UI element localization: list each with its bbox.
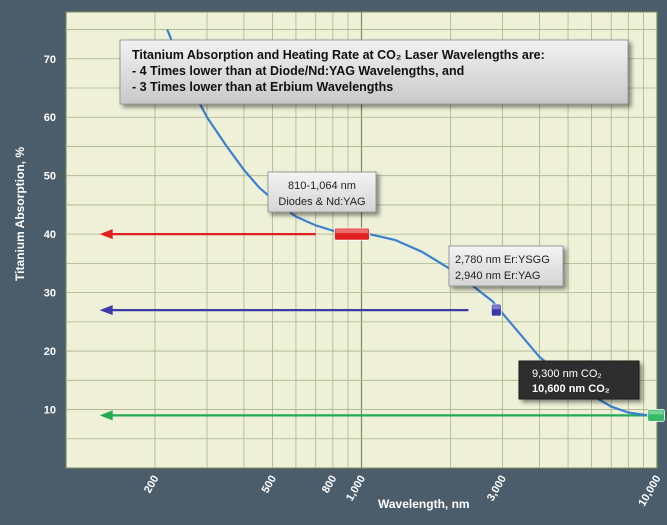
annotation-co2-line-2: 10,600 nm CO₂ <box>532 383 610 395</box>
x-tick-label: 1,000 <box>344 474 368 504</box>
x-tick-label: 800 <box>320 474 340 496</box>
title-line-2: - 4 Times lower than at Diode/Nd:YAG Wav… <box>132 64 464 78</box>
y-tick-label: 60 <box>44 112 56 124</box>
arrows <box>99 229 648 421</box>
y-tick-label: 40 <box>44 229 56 241</box>
annotation-diodes-line-1: 810-1,064 nm <box>288 180 356 192</box>
wavelength-marker <box>490 303 502 317</box>
x-tick-label: 3,000 <box>485 474 509 504</box>
title-line-3: - 3 Times lower than at Erbium Wavelengt… <box>132 80 393 94</box>
wavelength-marker-highlight <box>648 410 664 415</box>
y-tick-label: 50 <box>44 171 56 183</box>
arrow-head <box>99 410 113 421</box>
annotation-co2: 9,300 nm CO₂ 10,600 nm CO₂ <box>518 360 640 400</box>
annotation-erbium-line-2: 2,940 nm Er:YAG <box>455 270 540 282</box>
wavelength-markers <box>334 227 665 422</box>
annotation-erbium: 2,780 nm Er:YSGG 2,940 nm Er:YAG <box>448 245 564 287</box>
wavelength-marker <box>334 227 370 241</box>
wavelength-marker-highlight <box>335 229 369 234</box>
x-axis-label: Wavelength, nm <box>378 497 470 511</box>
wavelength-marker <box>647 408 665 422</box>
y-tick-label: 30 <box>44 288 56 300</box>
annotation-diodes: 810-1,064 nm Diodes & Nd:YAG <box>267 171 377 213</box>
arrow-head <box>99 305 113 316</box>
y-tick-labels: 10 20 30 40 50 60 70 <box>44 54 56 417</box>
annotation-co2-line-1: 9,300 nm CO₂ <box>532 368 602 380</box>
wavelength-marker-highlight <box>492 305 501 310</box>
y-tick-label: 20 <box>44 346 56 358</box>
x-tick-label: 10,000 <box>636 474 663 509</box>
title-line-1: Titanium Absorption and Heating Rate at … <box>132 48 545 62</box>
arrow-head <box>99 229 113 240</box>
x-tick-label: 500 <box>260 474 280 496</box>
annotation-diodes-line-2: Diodes & Nd:YAG <box>278 196 365 208</box>
x-tick-label: 200 <box>142 474 162 496</box>
title-box <box>119 39 629 105</box>
annotation-erbium-line-1: 2,780 nm Er:YSGG <box>455 254 550 266</box>
y-axis-label: Titanium Absorption, % <box>13 147 27 281</box>
y-tick-label: 10 <box>44 405 56 417</box>
y-tick-label: 70 <box>44 54 56 66</box>
